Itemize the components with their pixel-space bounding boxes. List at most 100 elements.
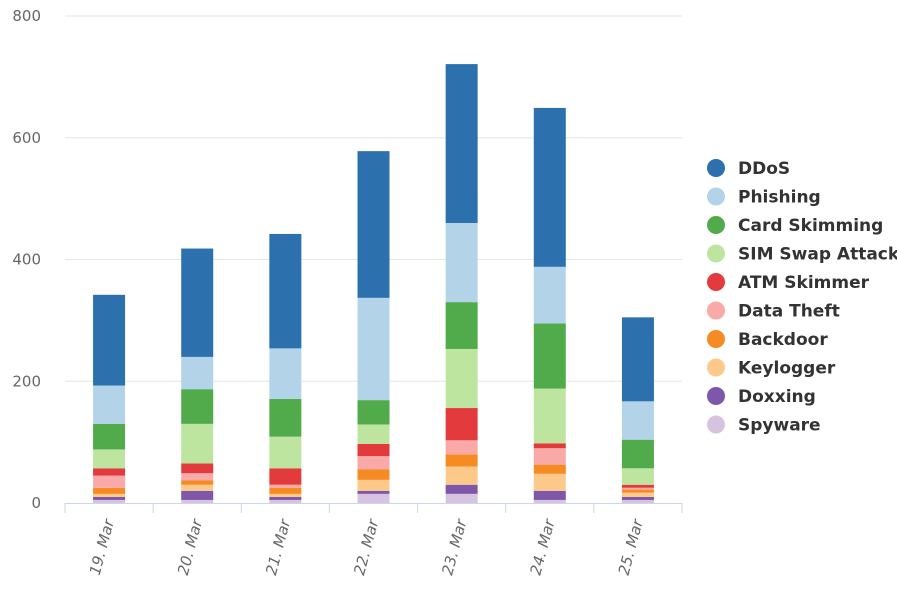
bar-segment[interactable] (181, 423, 214, 464)
bar-segment[interactable] (533, 473, 566, 491)
bar-segment[interactable] (621, 487, 654, 490)
bar-segment[interactable] (269, 468, 302, 485)
y-tick-label: 0 (31, 494, 41, 512)
bar-segment[interactable] (621, 317, 654, 402)
bar-segment[interactable] (621, 499, 654, 503)
bar-segment[interactable] (533, 443, 566, 449)
bar-segment[interactable] (357, 297, 390, 401)
bar-segment[interactable] (181, 463, 214, 474)
y-tick-label: 400 (12, 251, 41, 269)
bar-segment[interactable] (445, 302, 478, 349)
bar-segment[interactable] (621, 489, 654, 493)
bar-segment[interactable] (533, 388, 566, 444)
bar-stack (533, 107, 566, 503)
bar-segment[interactable] (93, 468, 126, 476)
x-tick-label: 23. Mar (438, 517, 470, 577)
bar-segment[interactable] (181, 248, 214, 357)
bar-segment[interactable] (357, 479, 390, 491)
bar-segment[interactable] (93, 496, 126, 500)
bar-segment[interactable] (445, 64, 478, 223)
bar-segment[interactable] (445, 348, 478, 409)
bar-segment[interactable] (621, 439, 654, 469)
bar-segment[interactable] (181, 473, 214, 481)
bar-segment[interactable] (445, 493, 478, 503)
legend-marker (707, 187, 725, 206)
legend-marker (707, 273, 725, 291)
bar-segment[interactable] (93, 423, 126, 450)
bar-segment[interactable] (621, 468, 654, 485)
bar-stack (357, 151, 390, 503)
bar-segment[interactable] (357, 424, 390, 444)
bar-segment[interactable] (93, 487, 126, 494)
bar-segment[interactable] (93, 385, 126, 424)
bars (93, 64, 654, 503)
legend-item[interactable]: Phishing (707, 187, 821, 208)
bar-segment[interactable] (269, 493, 302, 497)
bar-segment[interactable] (269, 436, 302, 469)
bar-segment[interactable] (181, 490, 214, 500)
bar-segment[interactable] (533, 266, 566, 324)
bar-segment[interactable] (93, 475, 126, 488)
bar-segment[interactable] (181, 480, 214, 485)
x-tick-label: 20. Mar (174, 517, 206, 577)
y-axis: 0 200 400 600 800 (12, 7, 41, 512)
bar-stack (445, 64, 478, 503)
legend-item[interactable]: Keylogger (707, 358, 836, 379)
bar-segment[interactable] (357, 493, 390, 503)
bar-segment[interactable] (93, 449, 126, 469)
y-tick-label: 800 (12, 7, 41, 25)
bar-segment[interactable] (533, 499, 566, 503)
x-tick-label: 25. Mar (615, 517, 647, 577)
bar-segment[interactable] (445, 454, 478, 467)
bar-segment[interactable] (533, 490, 566, 500)
legend-item[interactable]: Backdoor (707, 330, 828, 350)
bar-segment[interactable] (533, 448, 566, 465)
bar-segment[interactable] (269, 484, 302, 488)
bar-segment[interactable] (357, 443, 390, 457)
bar-segment[interactable] (269, 398, 302, 437)
legend-item[interactable]: Card Skimming (707, 216, 883, 236)
legend-item[interactable]: Doxxing (707, 387, 816, 407)
legend-item[interactable]: ATM Skimmer (707, 273, 870, 293)
bar-segment[interactable] (181, 389, 214, 424)
legend-label: Data Theft (738, 302, 840, 322)
bar-segment[interactable] (621, 496, 654, 500)
bar-segment[interactable] (357, 456, 390, 470)
bar-segment[interactable] (621, 492, 654, 497)
bar-segment[interactable] (93, 294, 126, 386)
bar-segment[interactable] (533, 107, 566, 267)
bar-segment[interactable] (181, 484, 214, 491)
legend-label: SIM Swap Attack (738, 245, 897, 265)
bar-segment[interactable] (533, 323, 566, 389)
legend-item[interactable]: SIM Swap Attack (707, 244, 897, 265)
bar-segment[interactable] (357, 400, 390, 425)
legend-item[interactable]: Spyware (707, 415, 821, 436)
bar-segment[interactable] (93, 499, 126, 503)
bar-stack (181, 248, 214, 503)
bar-segment[interactable] (269, 496, 302, 500)
bar-segment[interactable] (93, 493, 126, 497)
bar-segment[interactable] (357, 469, 390, 480)
legend-label: Card Skimming (738, 216, 883, 236)
bar-segment[interactable] (269, 348, 302, 399)
bar-segment[interactable] (269, 487, 302, 494)
bar-segment[interactable] (269, 233, 302, 349)
bar-segment[interactable] (621, 484, 654, 488)
bar-segment[interactable] (181, 356, 214, 390)
bar-segment[interactable] (269, 499, 302, 503)
legend-item[interactable]: DDoS (707, 159, 790, 179)
bar-segment[interactable] (445, 466, 478, 485)
bar-stack (269, 233, 302, 503)
bar-segment[interactable] (357, 490, 390, 494)
legend-marker (707, 358, 725, 377)
bar-segment[interactable] (445, 408, 478, 441)
legend-item[interactable]: Data Theft (707, 301, 840, 322)
bar-segment[interactable] (621, 401, 654, 440)
bar-segment[interactable] (533, 464, 566, 474)
bar-segment[interactable] (445, 222, 478, 303)
legend-label: Doxxing (738, 387, 816, 407)
bar-segment[interactable] (445, 484, 478, 494)
bar-segment[interactable] (357, 151, 390, 298)
bar-segment[interactable] (181, 499, 214, 503)
bar-segment[interactable] (445, 440, 478, 455)
